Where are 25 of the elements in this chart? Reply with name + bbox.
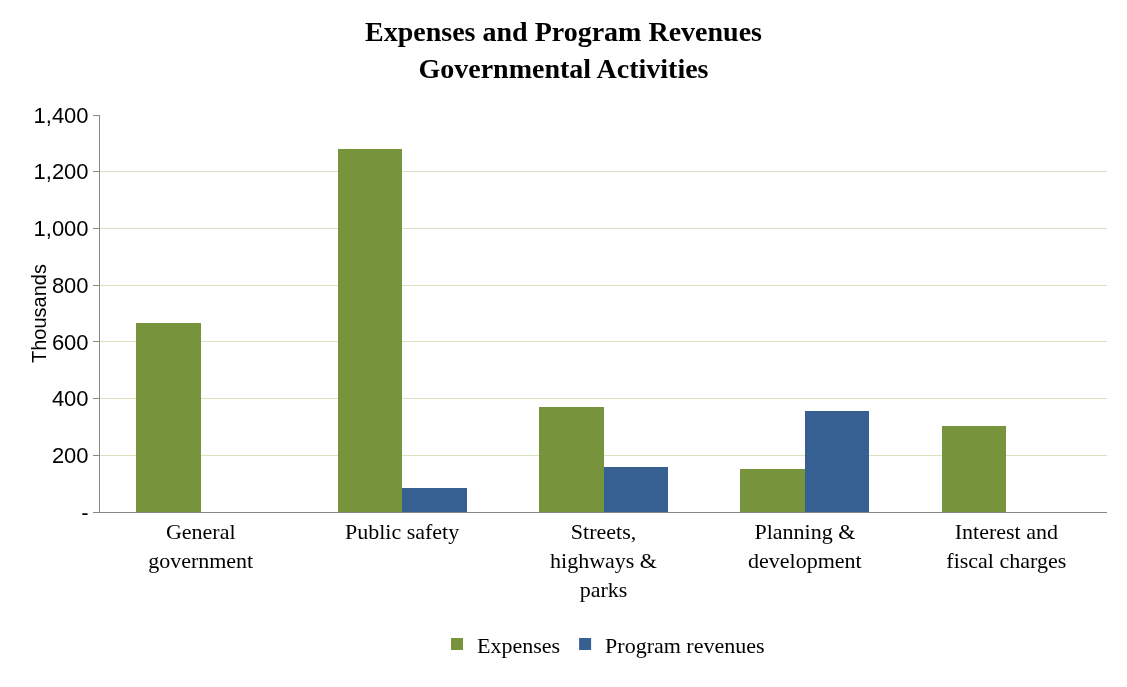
bar — [740, 469, 805, 512]
chart-title: Expenses and Program Revenues Governmental Activities — [365, 16, 763, 84]
y-axis-title: Thousands — [27, 264, 50, 363]
x-tick-label: Public safety — [344, 519, 460, 545]
y-tick-label: 1,400 — [33, 102, 89, 128]
y-tick-label: 1,200 — [33, 159, 89, 185]
bar — [604, 467, 668, 512]
y-tick-label: 1,000 — [33, 216, 89, 242]
x-tick-label: Interest and fiscal charges — [946, 519, 1067, 573]
x-tick-label: Planning & development — [748, 519, 862, 573]
bar — [539, 407, 604, 512]
y-tick-label: 800 — [51, 272, 89, 298]
bar — [402, 488, 467, 512]
y-tick-label: - — [81, 499, 89, 525]
bar — [136, 323, 201, 512]
y-tick-label: 400 — [51, 386, 89, 412]
bar — [942, 426, 1006, 512]
legend-label: Expenses — [477, 632, 561, 658]
x-tick-label: Streets, highways & parks — [550, 519, 657, 602]
y-tick-label: 200 — [51, 442, 89, 468]
x-tick-label: General government — [148, 519, 254, 573]
legend-label: Program revenues — [605, 632, 765, 658]
bar — [805, 411, 869, 512]
y-tick-label: 600 — [51, 329, 89, 355]
bar — [338, 149, 402, 512]
